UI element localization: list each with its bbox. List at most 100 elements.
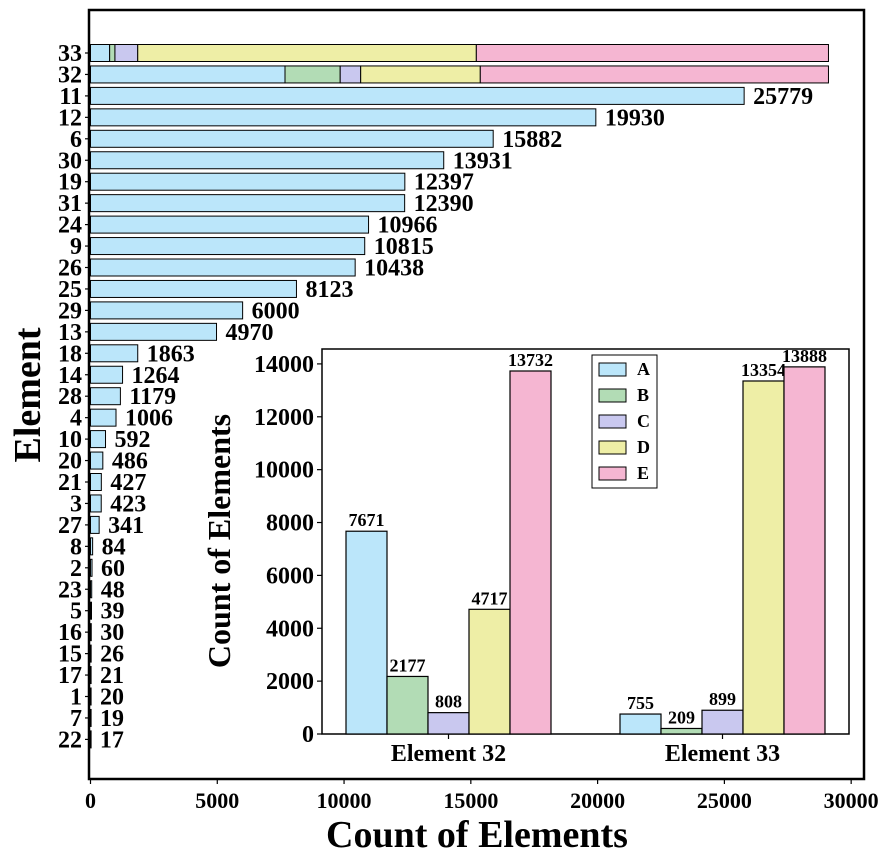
ytick-label-23: 23: [58, 577, 82, 603]
value-label-4: 1006: [125, 406, 173, 432]
value-label-23: 48: [101, 577, 125, 603]
bar-4-A: [90, 408, 117, 427]
bar-8-A: [90, 537, 94, 556]
bar-28-A: [90, 387, 121, 406]
xtick-label-25000: 25000: [697, 788, 752, 813]
ytick-label-6: 6: [70, 127, 82, 153]
inset-ytick-label-10000: 10000: [254, 458, 314, 484]
ytick-label-16: 16: [58, 620, 82, 646]
ytick-label-28: 28: [58, 384, 82, 410]
inset-ytick-label-4000: 4000: [266, 616, 314, 642]
ytick-label-22: 22: [58, 727, 82, 753]
ytick-label-8: 8: [70, 534, 82, 560]
xtick-label-10000: 10000: [317, 788, 372, 813]
legend-swatch-B: [598, 388, 627, 403]
ytick-label-31: 31: [58, 191, 82, 217]
bar-13-A: [90, 322, 218, 341]
bar-10-A: [90, 430, 107, 449]
bar-33-E: [475, 44, 829, 62]
inset-value-label-element-32-D: 4717: [472, 588, 508, 608]
value-label-27: 341: [108, 513, 144, 539]
xtick-label-0: 0: [85, 788, 96, 813]
value-label-26: 10438: [364, 256, 424, 282]
bar-7-A: [90, 708, 92, 727]
ytick-label-2: 2: [70, 556, 82, 582]
ytick-label-32: 32: [58, 62, 82, 88]
value-label-1: 20: [100, 685, 124, 711]
value-label-30: 13931: [453, 148, 513, 174]
xtick-label-15000: 15000: [443, 788, 498, 813]
value-label-18: 1863: [147, 341, 195, 367]
value-label-16: 30: [100, 620, 124, 646]
bar-27-A: [90, 515, 100, 534]
inset-value-label-element-33-C: 899: [709, 689, 736, 709]
inset-value-label-element-33-D: 13354: [741, 360, 786, 380]
value-label-21: 427: [110, 470, 146, 496]
value-label-29: 6000: [252, 298, 300, 324]
ytick-label-14: 14: [58, 363, 82, 389]
ytick-label-7: 7: [70, 706, 82, 732]
value-label-25: 8123: [305, 277, 353, 303]
ytick-label-13: 13: [58, 320, 82, 346]
value-label-11: 25779: [753, 84, 813, 110]
bar-32-B: [284, 65, 341, 84]
inset-ytick-label-6000: 6000: [266, 563, 314, 589]
legend-swatch-D: [598, 440, 627, 455]
ytick-label-9: 9: [70, 234, 82, 260]
inset-ytick-label-8000: 8000: [266, 511, 314, 537]
ytick-label-12: 12: [58, 105, 82, 131]
bar-15-A: [90, 644, 92, 663]
bar-33-D: [137, 44, 477, 62]
ytick-label-15: 15: [58, 642, 82, 668]
bar-31-A: [90, 194, 406, 213]
xtick-label-5000: 5000: [195, 788, 239, 813]
inset-value-label-element-32-E: 13732: [508, 350, 553, 370]
value-label-7: 19: [100, 706, 124, 732]
inset-bar-element-32-E: [509, 370, 552, 735]
bar-26-A: [90, 258, 356, 277]
bar-20-A: [90, 451, 104, 470]
value-label-10: 592: [115, 427, 151, 453]
ytick-label-1: 1: [70, 685, 82, 711]
legend-label-D: D: [637, 437, 650, 457]
inset-value-label-element-33-B: 209: [668, 707, 695, 727]
ytick-label-18: 18: [58, 341, 82, 367]
ytick-label-17: 17: [58, 663, 82, 689]
xtick-label-20000: 20000: [570, 788, 625, 813]
inset-value-label-element-32-A: 7671: [349, 510, 385, 530]
inset-bar-element-32-A: [345, 530, 388, 735]
inset-xtick-label-0: Element 32: [391, 741, 506, 767]
inset-xtick-label-1: Element 33: [665, 741, 780, 767]
inset-ytick-label-2000: 2000: [266, 669, 314, 695]
inset-value-label-element-33-E: 13888: [782, 346, 827, 366]
bar-19-A: [90, 172, 406, 191]
legend-label-B: B: [637, 385, 649, 405]
bar-2-A: [90, 558, 93, 577]
bar-33-A: [90, 44, 111, 62]
bar-12-A: [90, 108, 597, 127]
inset-bar-element-32-B: [386, 675, 429, 735]
ytick-label-10: 10: [58, 427, 82, 453]
inset-bar-element-33-B: [660, 727, 703, 735]
bar-32-E: [479, 65, 829, 84]
value-label-5: 39: [100, 599, 124, 625]
bar-33-B: [109, 44, 116, 62]
bar-16-A: [90, 623, 92, 642]
ytick-label-21: 21: [58, 470, 82, 496]
value-label-17: 21: [100, 663, 124, 689]
bar-32-C: [339, 65, 362, 84]
inset-y-axis-label: Count of Elements: [201, 414, 237, 668]
legend-label-C: C: [637, 411, 650, 431]
bar-24-A: [90, 215, 370, 234]
bar-30-A: [90, 151, 445, 170]
ytick-label-27: 27: [58, 513, 82, 539]
value-label-8: 84: [102, 534, 126, 560]
ytick-label-20: 20: [58, 449, 82, 475]
inset-chart: 7671 2177 808 4717 13732 Element 32 755 209 899 1…: [201, 346, 850, 767]
bar-25-A: [90, 279, 297, 298]
ytick-label-25: 25: [58, 277, 82, 303]
bar-9-A: [90, 237, 366, 256]
legend-label-E: E: [637, 463, 649, 483]
bar-23-A: [90, 580, 93, 599]
